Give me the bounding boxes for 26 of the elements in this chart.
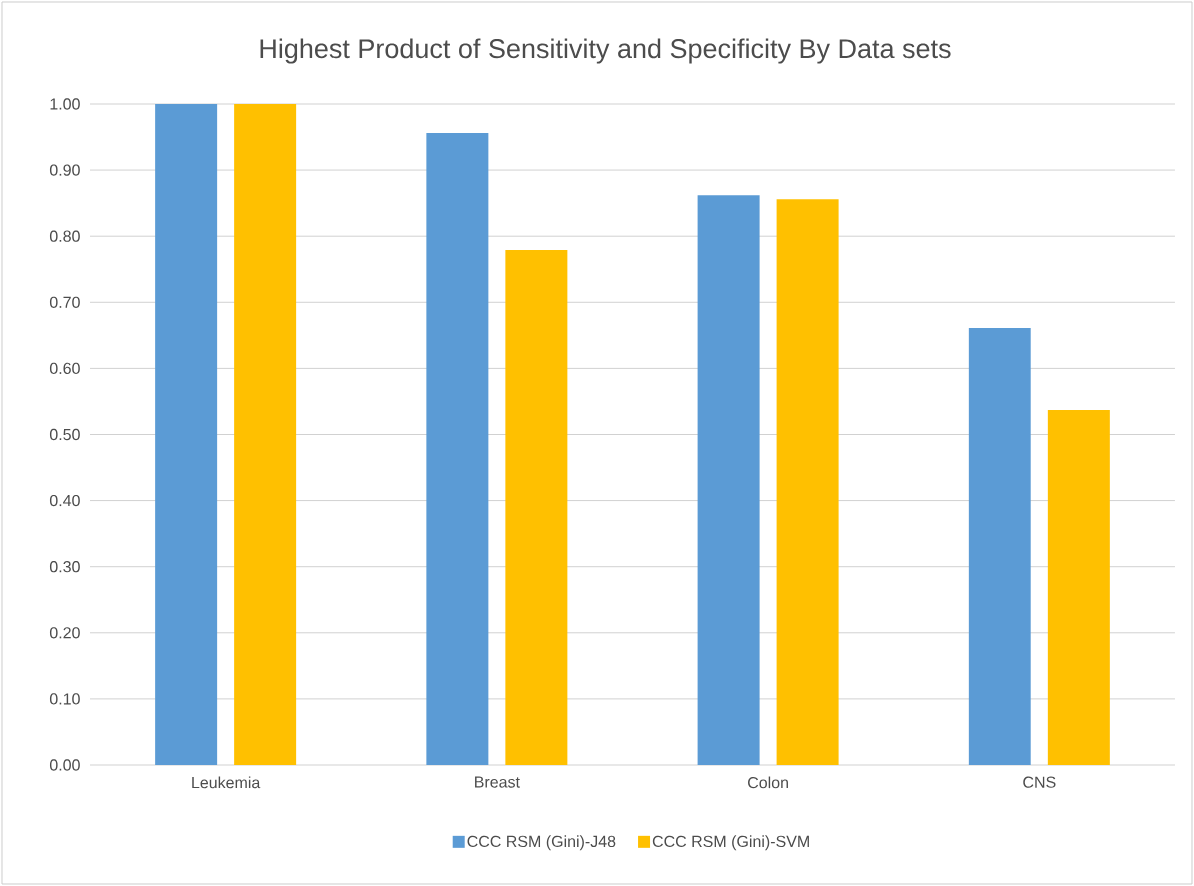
bar: [155, 103, 218, 765]
y-tick-label: 0.30: [49, 561, 80, 573]
bar: [426, 133, 489, 765]
legend-label: CCC RSM (Gini)-J48: [467, 835, 616, 851]
bar: [776, 199, 839, 765]
y-tick-label: 1.00: [50, 98, 80, 110]
x-tick-label: CNS: [1023, 776, 1056, 788]
legend-label: CCC RSM (Gini)-SVM: [652, 835, 809, 851]
bar: [1047, 410, 1110, 765]
y-tick-label: 0.20: [49, 627, 80, 639]
y-tick-label: 0.90: [49, 164, 80, 176]
bar: [234, 103, 297, 765]
bar: [968, 328, 1031, 765]
y-tick-label: 0.50: [49, 428, 80, 441]
y-tick-label: 0.70: [49, 296, 80, 308]
x-tick-label: Colon: [748, 776, 788, 789]
x-tick-label: Breast: [475, 776, 520, 788]
y-tick-label: 0.80: [49, 230, 80, 242]
y-tick-label: 0.10: [49, 693, 80, 705]
y-tick-label: 0.40: [49, 494, 80, 507]
x-tick-label: Leukemia: [192, 776, 261, 789]
y-tick-label: 0.60: [49, 362, 80, 375]
bar: [697, 195, 760, 765]
chart-title: Highest Product of Sensitivity and Specificity By Data sets: [260, 38, 951, 64]
bar: [505, 250, 568, 765]
y-tick-label: 0.00: [49, 759, 80, 771]
